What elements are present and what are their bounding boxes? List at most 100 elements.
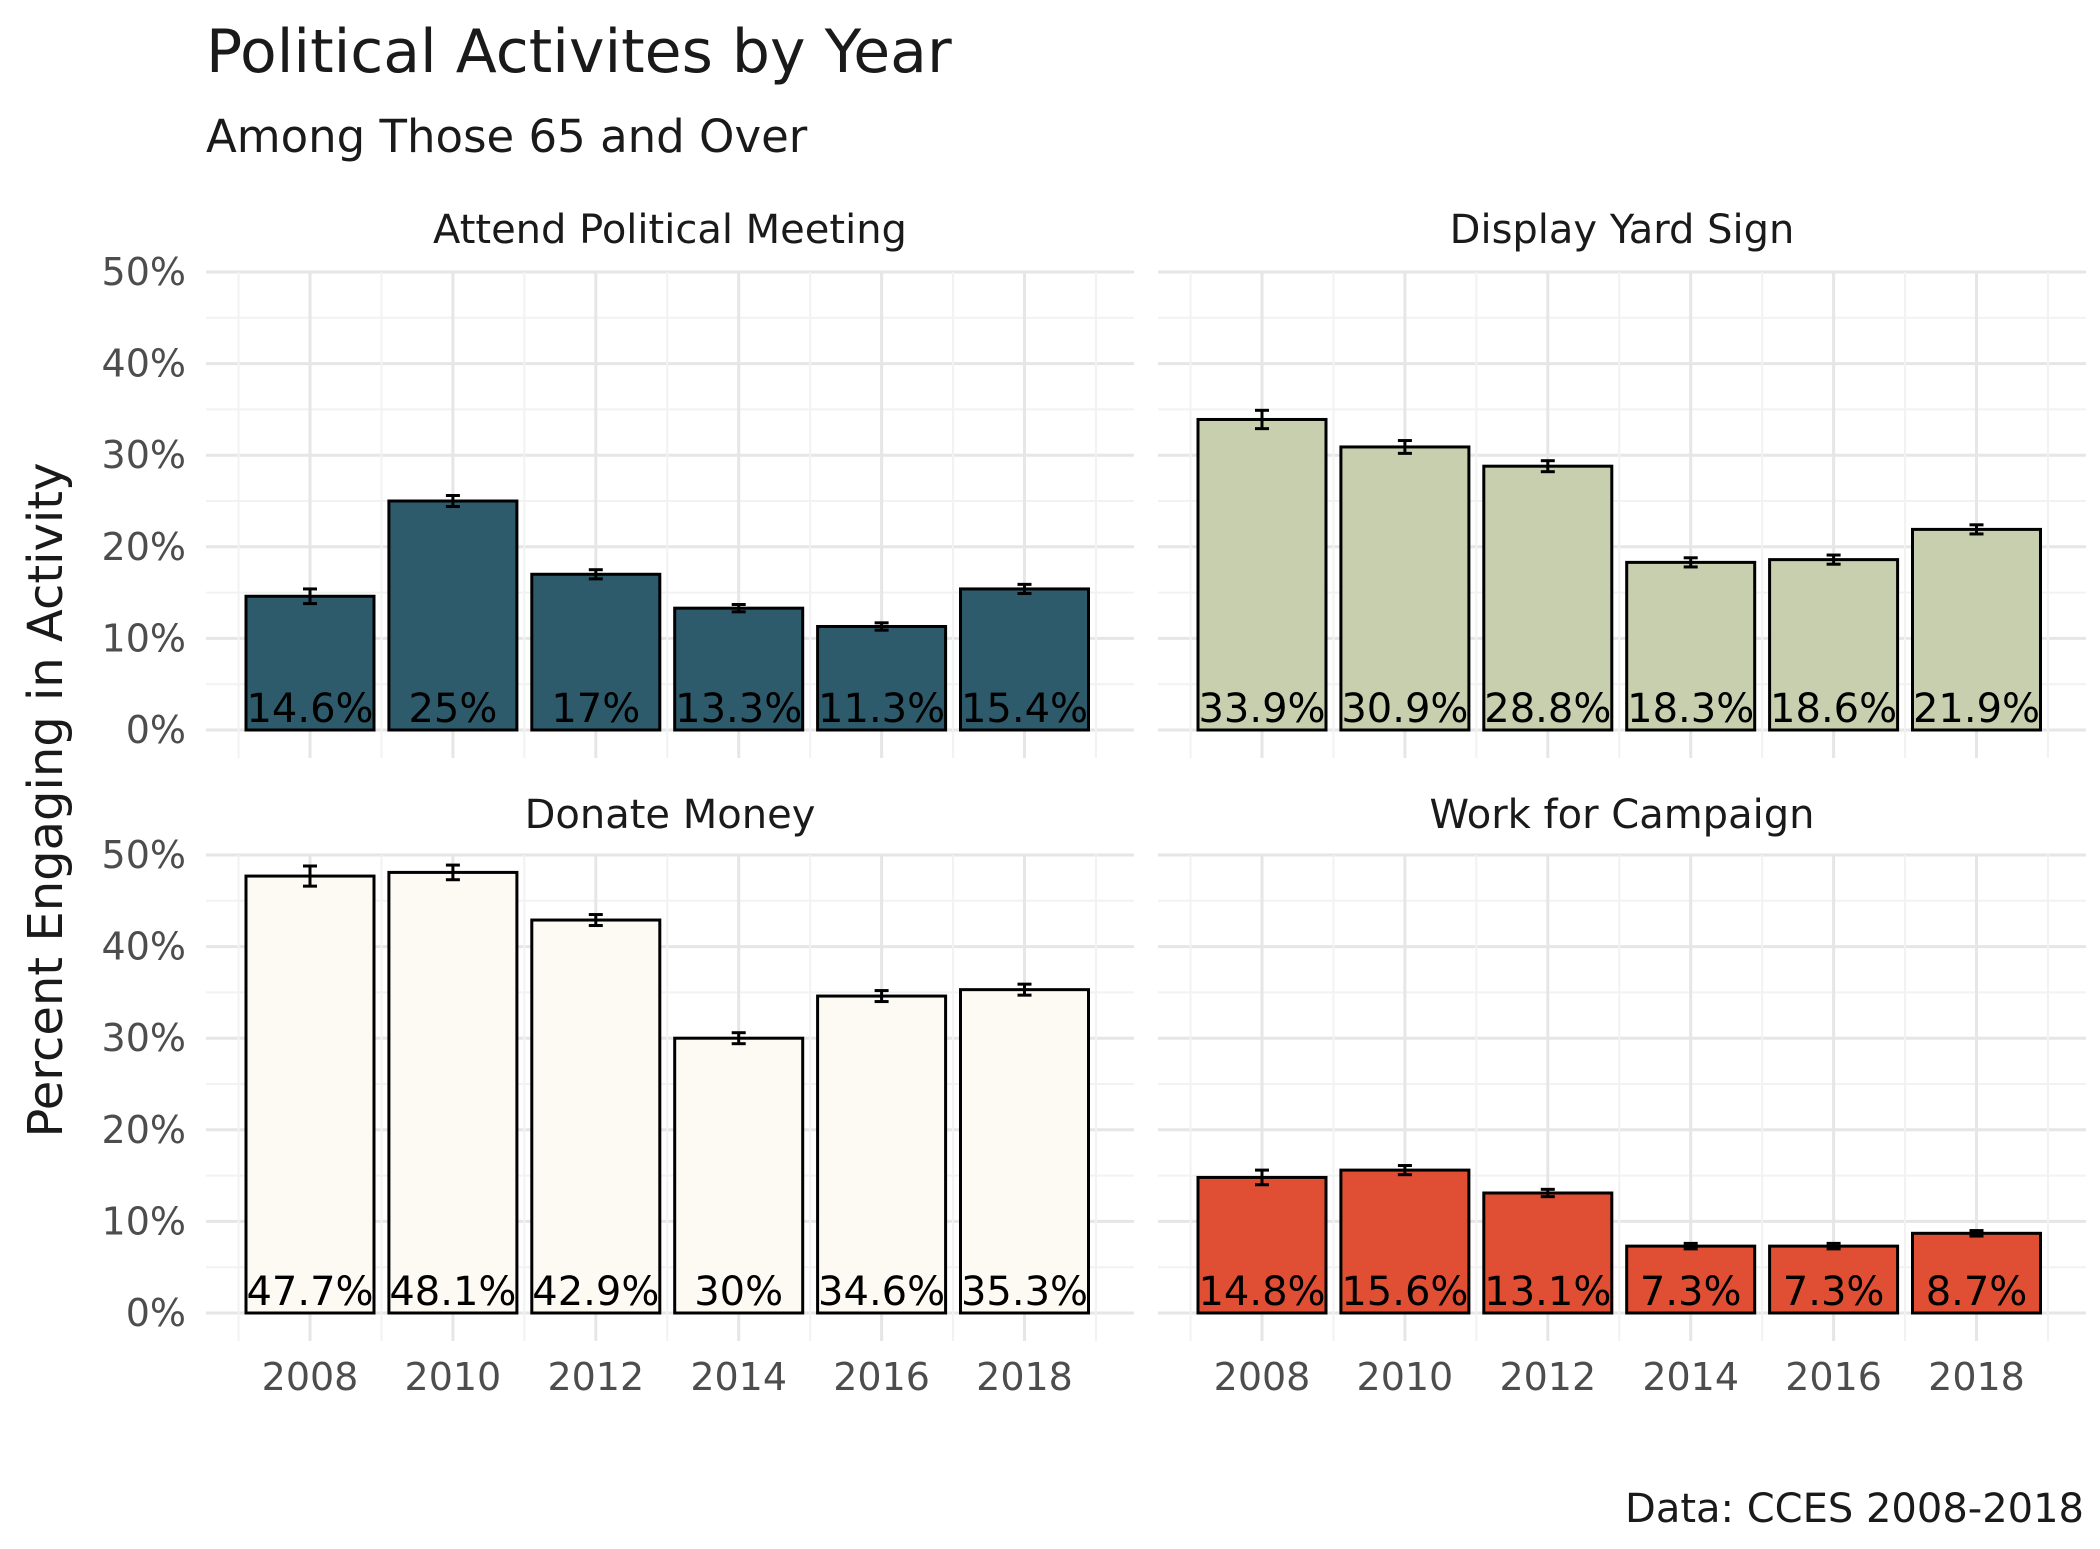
error-bar (1540, 459, 1555, 474)
x-tick-label: 2018 (976, 1355, 1073, 1399)
x-tick-label: 2008 (262, 1355, 359, 1399)
bar (1196, 1175, 1328, 1315)
bar (244, 874, 376, 1315)
y-tick-label: 50% (102, 250, 186, 294)
chart-caption: Data: CCES 2008-2018 (1625, 1486, 2084, 1532)
bar (387, 499, 519, 732)
bar-value-label: 33.9% (1198, 686, 1325, 732)
y-tick-label: 40% (102, 342, 186, 386)
y-tick-label: 20% (102, 525, 186, 569)
error-bar (1017, 982, 1032, 997)
bar-value-label: 15.6% (1341, 1269, 1468, 1315)
bar (1911, 527, 2042, 732)
bar-value-label: 13.1% (1484, 1269, 1611, 1315)
error-bar (874, 621, 889, 632)
bar (1768, 558, 1900, 732)
bar-value-label: 8.7% (1926, 1269, 2028, 1315)
y-tick-label: 0% (126, 1291, 186, 1335)
bar (959, 988, 1090, 1315)
x-tick-label: 2010 (1357, 1355, 1454, 1399)
x-tick-label: 2014 (1642, 1355, 1739, 1399)
facet-title: Donate Money (525, 792, 816, 838)
bar (1911, 1231, 2042, 1315)
error-bar (1017, 582, 1032, 596)
bar (673, 606, 805, 732)
bar-value-label: 30% (694, 1269, 783, 1315)
error-bar (303, 864, 317, 888)
error-bar (1969, 523, 1984, 536)
bar (387, 870, 519, 1315)
error-bar (1540, 1187, 1555, 1199)
error-bar (731, 1031, 746, 1046)
bar (1482, 464, 1614, 732)
y-tick-label: 50% (102, 833, 186, 877)
bar-value-label: 14.6% (246, 686, 373, 732)
bar-value-label: 30.9% (1341, 686, 1468, 732)
bar (959, 587, 1090, 732)
error-bar (1683, 1241, 1698, 1251)
bar (1625, 1244, 1757, 1315)
bar-value-label: 11.3% (818, 686, 945, 732)
bar-value-label: 18.6% (1770, 686, 1897, 732)
bar-value-label: 34.6% (818, 1269, 945, 1315)
bar-value-label: 7.3% (1783, 1269, 1885, 1315)
y-tick-label: 20% (102, 1108, 186, 1152)
y-axis-label: Percent Engaging in Activity (18, 463, 74, 1138)
error-bar (303, 587, 317, 606)
bar-value-label: 15.4% (961, 686, 1088, 732)
bar (816, 624, 948, 732)
y-tick-label: 30% (102, 1016, 186, 1060)
panel-donate-money: Donate Money 0% 10% 20% 30% 40% 50% 2008 2010 201… (102, 792, 1134, 1399)
bar-value-label: 18.3% (1627, 686, 1754, 732)
error-bar (1255, 408, 1269, 431)
bar-value-label: 14.8% (1198, 1269, 1325, 1315)
error-bar (1255, 1168, 1269, 1187)
error-bar (1683, 556, 1698, 569)
bar-value-label: 13.3% (675, 686, 802, 732)
panel-display-yard-sign: Display Yard Sign 33.9% 30.9% 28.8% 18.3% 18.… (1158, 207, 2086, 758)
y-tick-label: 0% (126, 708, 186, 752)
error-bar (874, 989, 889, 1004)
bar-value-label: 35.3% (961, 1269, 1088, 1315)
bar-value-label: 48.1% (389, 1269, 516, 1315)
bar (816, 994, 948, 1315)
panel-attend-political-meeting: Attend Political Meeting 0% 10% 20% 30% 40% 50… (102, 207, 1134, 758)
error-bar (588, 913, 603, 928)
bar-value-label: 7.3% (1640, 1269, 1742, 1315)
error-bar (731, 603, 746, 614)
error-bar (1397, 439, 1412, 455)
bar-value-label: 28.8% (1484, 686, 1611, 732)
bar-value-label: 25% (408, 686, 497, 732)
error-bar (1397, 1164, 1412, 1177)
error-bar (445, 494, 460, 508)
facet-title: Attend Political Meeting (433, 207, 907, 253)
bar (1339, 445, 1471, 732)
bar-value-label: 17% (551, 686, 640, 732)
x-tick-label: 2008 (1214, 1355, 1311, 1399)
error-bar (588, 568, 603, 581)
chart-title: Political Activites by Year (206, 17, 952, 87)
bar (1196, 417, 1328, 732)
bar (530, 572, 662, 732)
facet-panels: Attend Political Meeting 0% 10% 20% 30% 40% 50… (102, 207, 2086, 1399)
error-bar (1826, 553, 1841, 566)
error-bar (1969, 1229, 1984, 1238)
facet-title: Display Yard Sign (1450, 207, 1795, 253)
error-bar (445, 863, 460, 882)
y-tick-label: 30% (102, 433, 186, 477)
x-tick-label: 2014 (690, 1355, 787, 1399)
x-tick-label: 2012 (547, 1355, 644, 1399)
x-tick-label: 2016 (833, 1355, 930, 1399)
bar-value-label: 21.9% (1913, 686, 2040, 732)
bar (530, 918, 662, 1315)
x-tick-label: 2016 (1785, 1355, 1882, 1399)
chart-subtitle: Among Those 65 and Over (206, 110, 808, 163)
x-tick-label: 2010 (405, 1355, 502, 1399)
y-tick-label: 10% (102, 616, 186, 660)
x-tick-label: 2012 (1499, 1355, 1596, 1399)
bar-value-label: 47.7% (246, 1269, 373, 1315)
panel-work-for-campaign: Work for Campaign 2008 2010 2012 2014 2016 201… (1158, 792, 2086, 1399)
facet-title: Work for Campaign (1430, 792, 1815, 838)
bar (1768, 1244, 1900, 1315)
